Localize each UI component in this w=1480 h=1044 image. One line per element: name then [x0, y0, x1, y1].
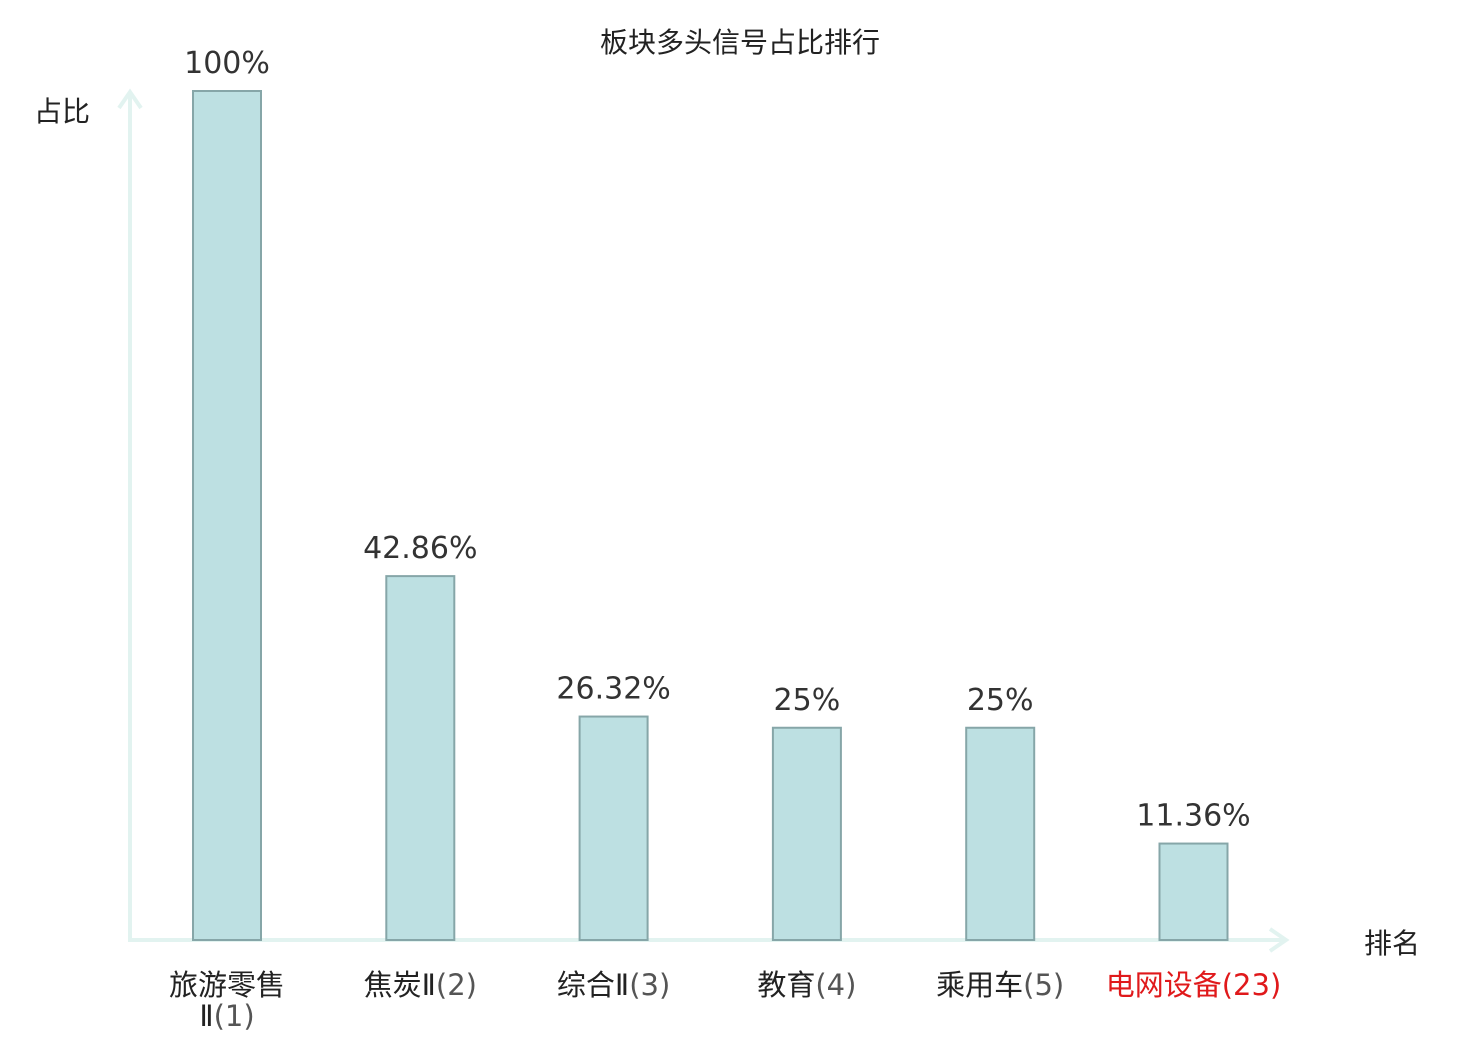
x-tick-label: 旅游零售 Ⅱ(1)	[169, 968, 285, 1033]
x-axis-label: 排名	[1364, 927, 1420, 960]
data-label: 42.86%	[363, 531, 477, 566]
x-tick-label: 综合Ⅱ(3)	[557, 968, 670, 1002]
data-label: 100%	[184, 46, 270, 81]
tick-category-name: 教育	[757, 968, 815, 1002]
x-tick-label: 教育(4)	[757, 968, 856, 1002]
y-axis	[117, 88, 143, 940]
x-tick-label: 乘用车(5)	[936, 968, 1064, 1002]
bar	[385, 575, 456, 941]
x-tick-label: 电网设备(23)	[1106, 968, 1282, 1002]
data-label: 25%	[967, 683, 1034, 718]
chart-title: 板块多头信号占比排行	[600, 26, 880, 59]
data-label: 25%	[774, 683, 841, 718]
bar-series: 100% 旅游零售 Ⅱ(1) 42.86% 焦炭Ⅱ(2) 26.32% 综合Ⅱ(3) 25% 教…	[169, 46, 1281, 1033]
bar	[771, 726, 842, 941]
tick-category-name: 焦炭Ⅱ	[364, 968, 436, 1002]
y-axis-label: 占比	[34, 95, 90, 128]
data-label: 26.32%	[556, 672, 670, 707]
bar	[578, 715, 649, 942]
tick-rank: (1)	[214, 999, 255, 1033]
bar	[965, 726, 1036, 941]
tick-rank: (5)	[1023, 968, 1064, 1002]
tick-rank: (23)	[1222, 968, 1282, 1002]
bar	[1158, 842, 1229, 941]
x-axis	[128, 927, 1290, 953]
bar	[192, 90, 262, 941]
tick-category-name: 综合Ⅱ	[557, 968, 629, 1002]
tick-category-name: 电网设备	[1106, 968, 1222, 1002]
tick-rank: (3)	[629, 968, 670, 1002]
data-label: 11.36%	[1136, 799, 1250, 834]
tick-rank: (4)	[815, 968, 856, 1002]
tick-category-name: 旅游零售	[169, 968, 285, 1002]
tick-rank: (2)	[436, 968, 477, 1002]
x-tick-label: 焦炭Ⅱ(2)	[364, 968, 477, 1002]
tick-category-name: 乘用车	[936, 968, 1023, 1002]
tick-category-name-cont: Ⅱ	[199, 999, 213, 1033]
